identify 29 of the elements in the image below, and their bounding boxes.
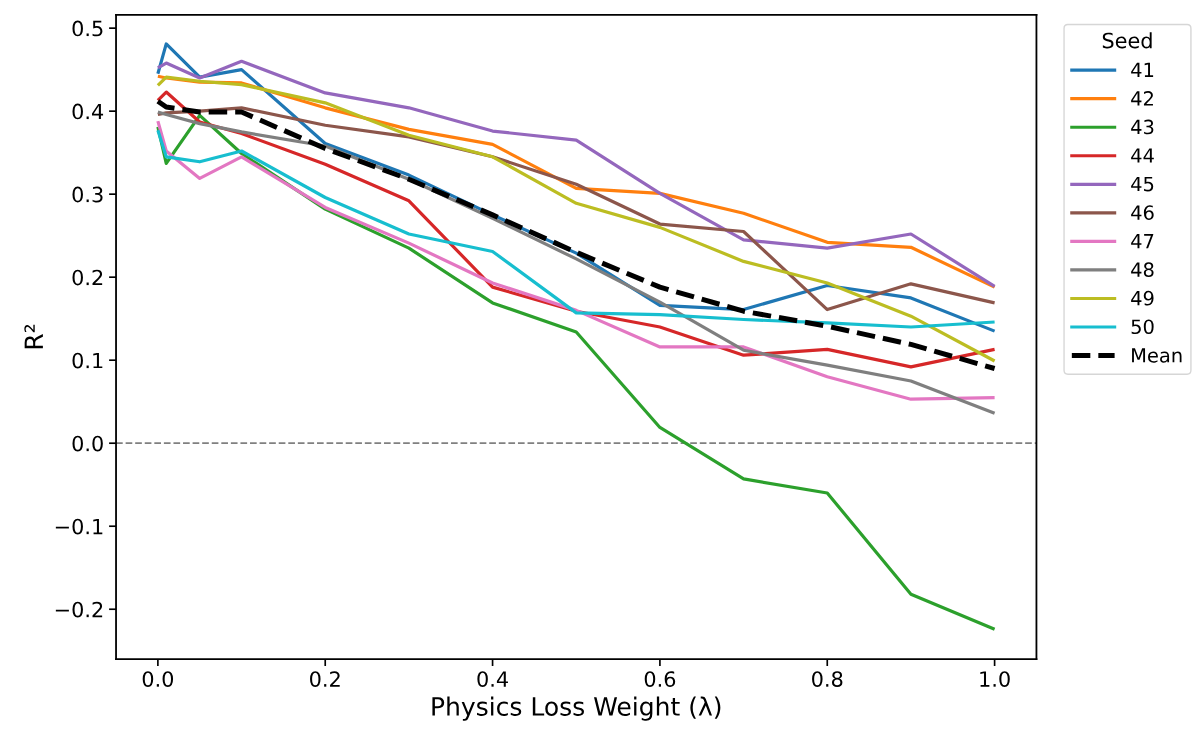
legend-label: 50 (1131, 319, 1154, 335)
legend-label: 45 (1131, 176, 1154, 192)
y-tick-label: −0.1 (55, 518, 103, 535)
y-tick-label: −0.2 (55, 601, 103, 618)
line-series (156, 128, 997, 329)
legend-label: 49 (1131, 290, 1154, 306)
x-axis-title: Physics Loss Weight (λ) (432, 696, 721, 721)
legend-label: 46 (1131, 205, 1154, 220)
legend-label: 47 (1131, 234, 1154, 249)
x-tick-label: 0.0 (142, 671, 174, 687)
y-tick-label: 0.5 (72, 20, 103, 37)
x-tick-label: 0.2 (310, 671, 340, 687)
legend-label: 42 (1131, 91, 1153, 106)
legend-label: 43 (1131, 119, 1154, 135)
y-tick-label: 0.2 (72, 269, 103, 286)
y-axis-title: R² (24, 324, 43, 349)
x-tick-label: 0.4 (477, 671, 508, 687)
y-tick-label: 0.4 (72, 103, 104, 120)
legend-label: 48 (1131, 262, 1154, 278)
legend-title: Seed (1102, 32, 1152, 49)
y-tick-label: 0.3 (72, 186, 103, 203)
y-tick-label: 0.0 (72, 435, 103, 452)
x-tick-label: 0.8 (812, 671, 843, 687)
legend-label: 44 (1131, 148, 1154, 163)
x-tick-label: 1.0 (980, 671, 1010, 687)
y-tick-label: 0.1 (72, 352, 103, 369)
legend-label: Mean (1132, 348, 1182, 363)
x-tick-label: 0.6 (644, 671, 676, 687)
legend-label: 41 (1131, 62, 1154, 77)
